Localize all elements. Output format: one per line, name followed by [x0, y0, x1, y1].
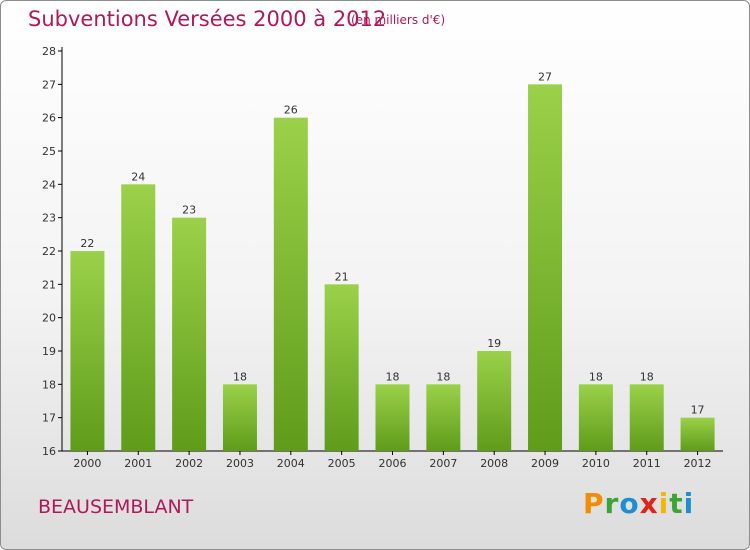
- chart-unit: (en milliers d'€): [351, 13, 446, 27]
- x-tick-label: 2011: [633, 457, 661, 470]
- bar-value-label: 24: [131, 170, 145, 183]
- logo-letter: o: [619, 487, 640, 520]
- bar-value-label: 17: [691, 404, 705, 417]
- bar: [680, 417, 715, 451]
- bar: [70, 251, 105, 451]
- bar: [426, 384, 461, 451]
- bar: [172, 217, 207, 451]
- y-tick-label: 17: [42, 412, 56, 425]
- bar-value-label: 22: [80, 237, 94, 250]
- y-tick-label: 27: [42, 78, 56, 91]
- bar-value-label: 18: [640, 370, 654, 383]
- bar: [528, 84, 563, 451]
- y-tick-label: 23: [42, 212, 56, 225]
- x-tick-label: 2009: [531, 457, 559, 470]
- logo-letter: t: [669, 487, 684, 520]
- logo-letter: P: [583, 487, 605, 520]
- bar: [222, 384, 257, 451]
- chart-title: Subventions Versées 2000 à 2012: [28, 7, 387, 31]
- bar: [273, 117, 308, 452]
- x-tick-label: 2008: [480, 457, 508, 470]
- y-tick-label: 26: [42, 112, 56, 125]
- x-tick-label: 2007: [429, 457, 457, 470]
- x-tick-label: 2010: [582, 457, 610, 470]
- bar-value-label: 26: [284, 104, 298, 117]
- bar: [375, 384, 410, 451]
- bar-value-label: 23: [182, 204, 196, 217]
- bar-value-label: 18: [589, 370, 603, 383]
- bar: [477, 351, 512, 451]
- commune-name: BEAUSEMBLANT: [38, 496, 194, 518]
- bar-value-label: 27: [538, 70, 552, 83]
- x-tick-label: 2003: [226, 457, 254, 470]
- logo-letter: r: [604, 487, 620, 520]
- logo-letter: i: [658, 487, 670, 520]
- logo-letter: x: [639, 487, 659, 520]
- y-tick-label: 20: [42, 312, 56, 325]
- x-tick-label: 2004: [277, 457, 305, 470]
- bar-value-label: 21: [335, 270, 349, 283]
- y-tick-label: 22: [42, 245, 56, 258]
- y-tick-label: 25: [42, 145, 56, 158]
- proxiti-logo: Proxiti: [583, 487, 694, 520]
- bar-value-label: 18: [436, 370, 450, 383]
- x-tick-label: 2006: [379, 457, 407, 470]
- x-tick-label: 2002: [175, 457, 203, 470]
- bar-value-label: 19: [487, 337, 501, 350]
- x-tick-label: 2005: [328, 457, 356, 470]
- bar: [324, 284, 359, 451]
- bar-value-label: 18: [386, 370, 400, 383]
- x-tick-label: 2012: [684, 457, 712, 470]
- y-tick-label: 24: [42, 178, 56, 191]
- bar: [629, 384, 664, 451]
- bar-value-label: 18: [233, 370, 247, 383]
- x-tick-label: 2001: [124, 457, 152, 470]
- x-tick-label: 2000: [73, 457, 101, 470]
- y-tick-label: 21: [42, 278, 56, 291]
- y-tick-label: 16: [42, 445, 56, 458]
- y-tick-label: 28: [42, 45, 56, 58]
- y-tick-label: 18: [42, 378, 56, 391]
- logo-letter: i: [683, 487, 695, 520]
- bar: [121, 184, 156, 452]
- bar: [578, 384, 613, 451]
- y-tick-label: 19: [42, 345, 56, 358]
